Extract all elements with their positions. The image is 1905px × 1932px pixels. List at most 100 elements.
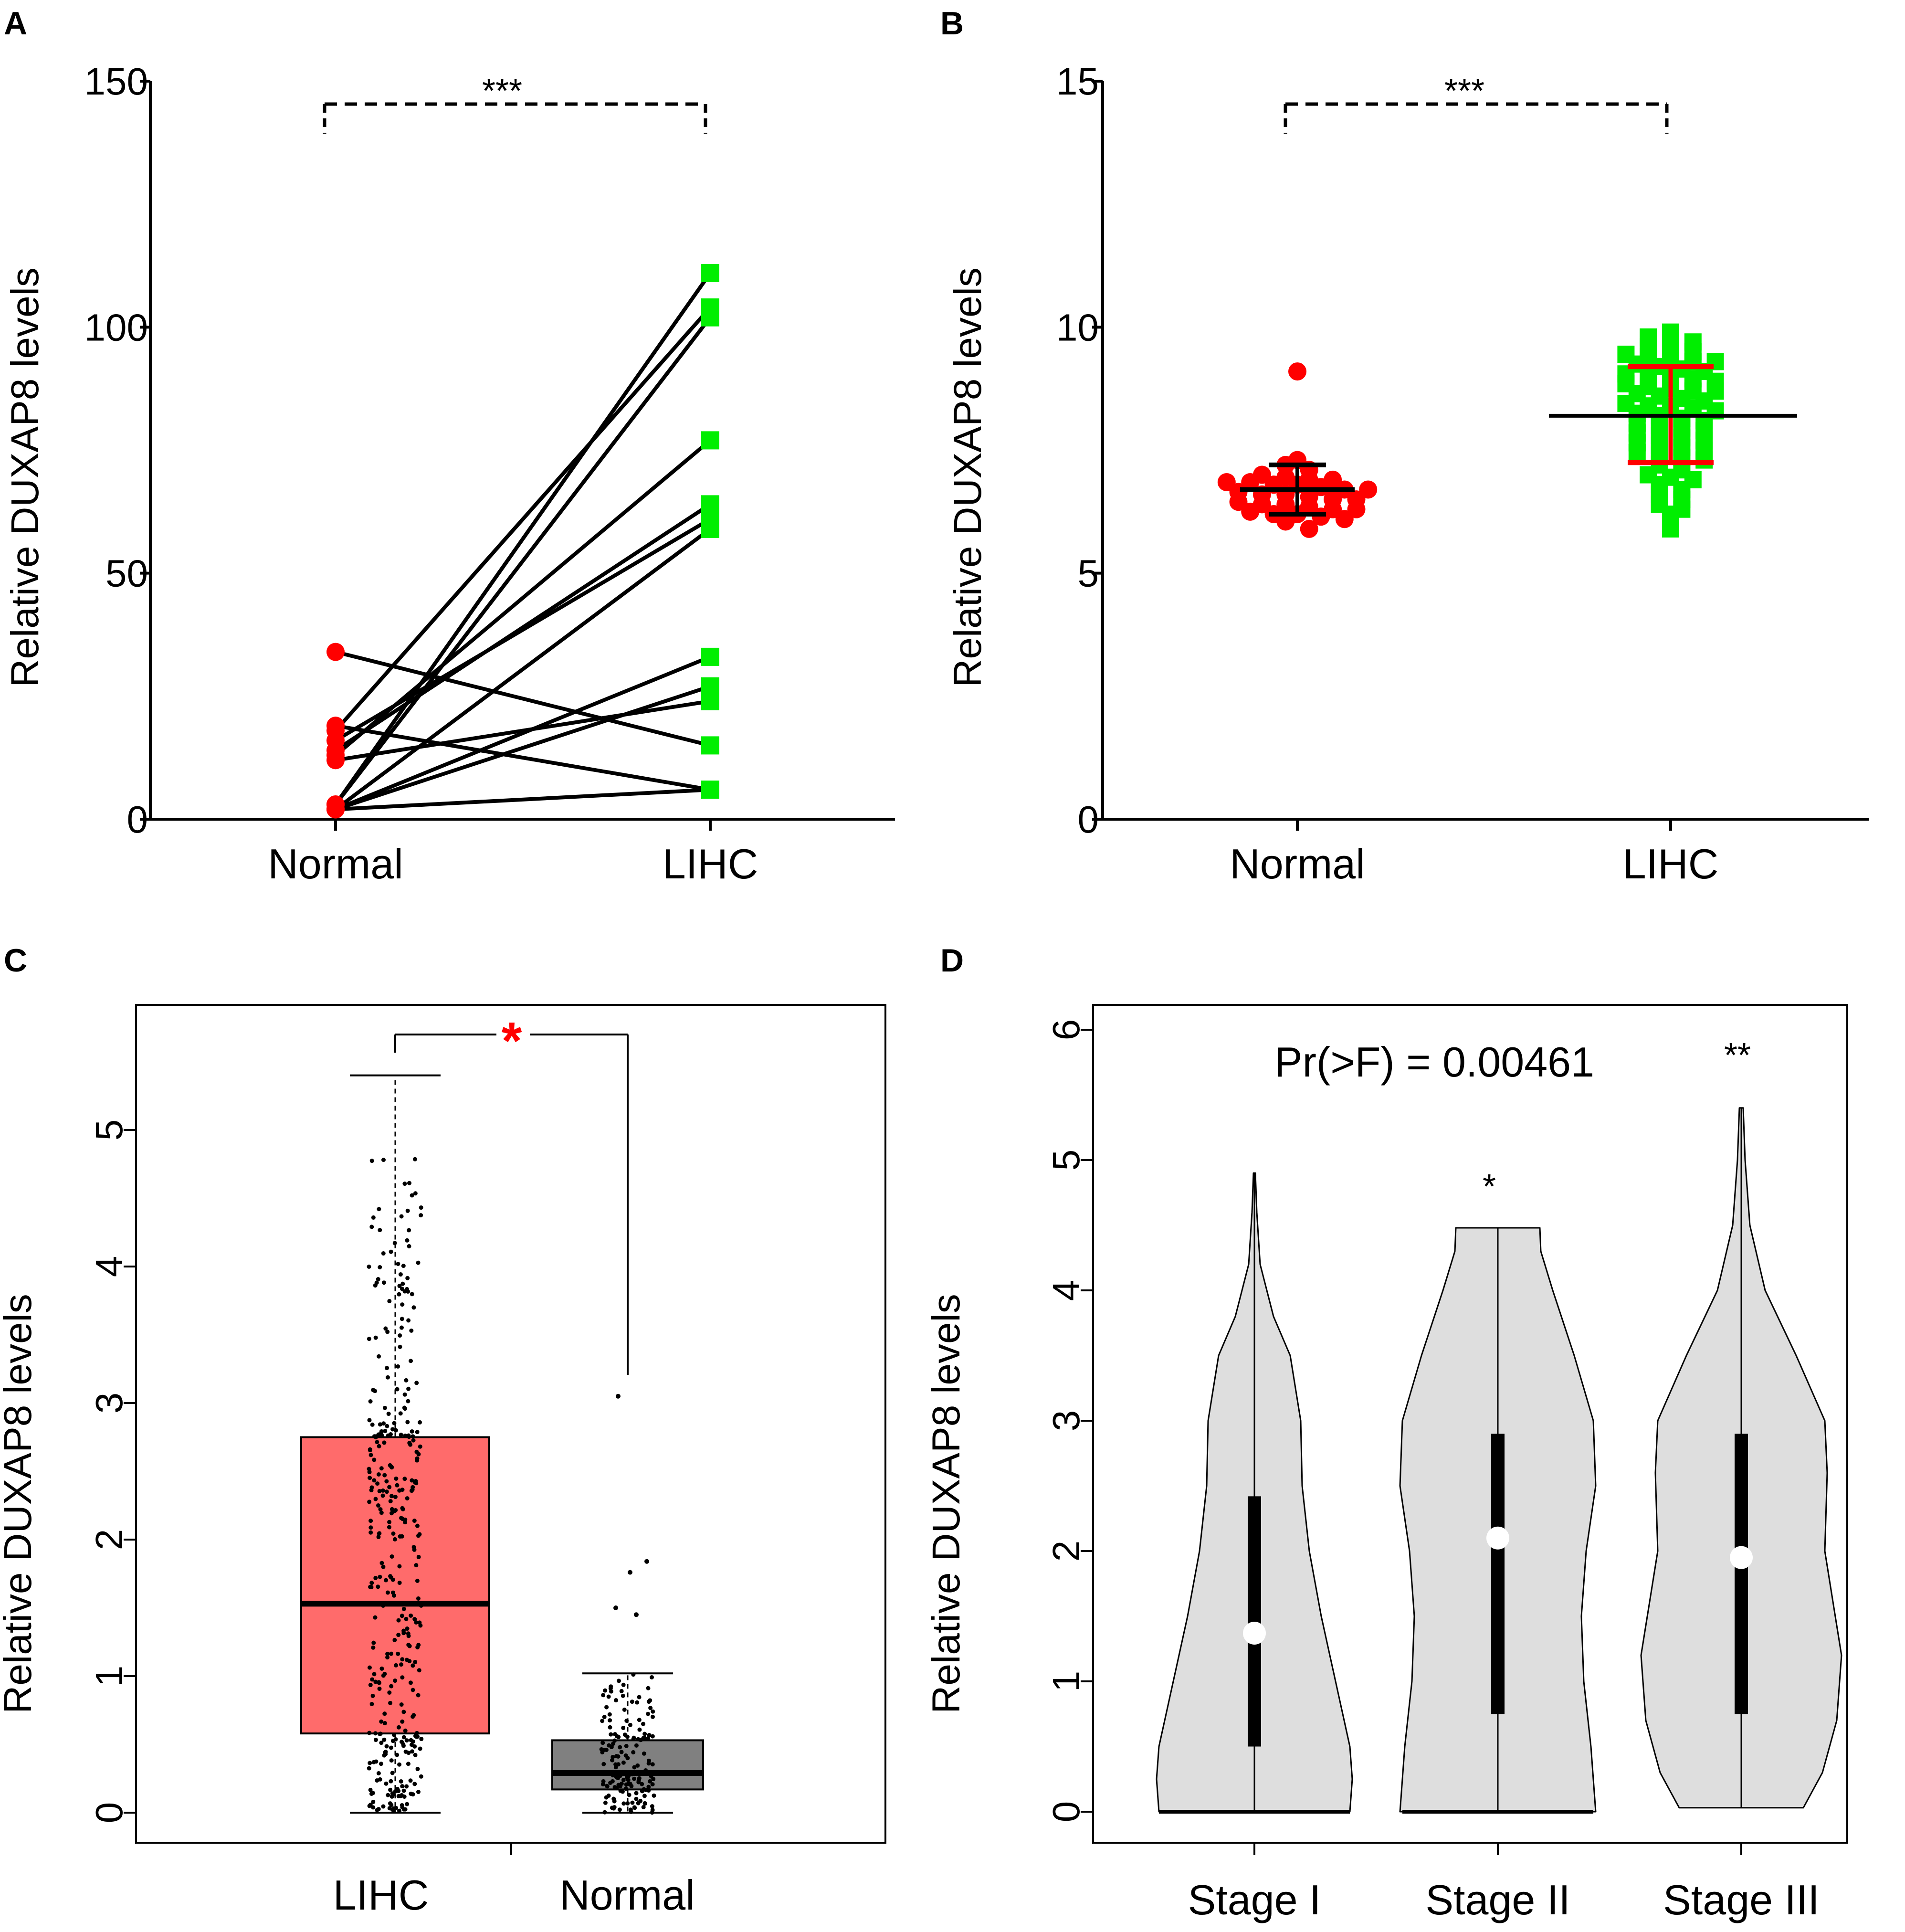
panel-d-marks (1081, 1004, 1848, 1855)
panel-c-normal-point (650, 1714, 655, 1719)
panel-c-lihc-point (400, 1507, 405, 1511)
panel-c-normal-point (616, 1679, 621, 1683)
panel-d-tick-label: 1 (1045, 1671, 1087, 1692)
panel-c-normal-point (623, 1753, 628, 1758)
panel-c-normal-point (613, 1765, 618, 1770)
panel-c-lihc-point (371, 1799, 376, 1804)
panel-a-normal-point (326, 643, 345, 661)
panel-c-lihc-point (394, 1476, 399, 1481)
panel-c-normal-point (634, 1791, 639, 1795)
panel-label-d: D (940, 942, 964, 979)
panel-c-lihc-point (371, 1640, 376, 1645)
panel-c-lihc-point (368, 1519, 373, 1523)
panel-b-normal-point (1288, 362, 1306, 381)
panel-c-lihc-point (379, 1510, 384, 1515)
panel-c-lihc-point (406, 1642, 411, 1647)
panel-c-lihc-point (382, 1440, 387, 1445)
panel-c-normal-point (640, 1782, 644, 1786)
panel-c-lihc-point (405, 1420, 410, 1425)
panel-c-lihc-point (406, 1751, 411, 1755)
panel-c-lihc-point (384, 1479, 389, 1484)
panel-c-lihc-point (415, 1578, 420, 1583)
panel-c-lihc-point (389, 1511, 394, 1516)
panel-a-tick-label: 100 (84, 306, 148, 348)
panel-a: Relative DUXAP8 levels Normal LIHC *** 0… (3, 60, 895, 887)
panel-d-significance-stage2: * (1483, 1168, 1496, 1206)
panel-c: Relative DUXAP8 levels LIHC Normal * 0 1… (0, 1004, 886, 1919)
panel-c-lihc-point (388, 1700, 393, 1705)
panel-c-tick-labels: 0 1 2 3 4 5 (88, 1119, 130, 1824)
panel-c-lihc-point (403, 1520, 408, 1525)
panel-c-lihc-point (415, 1523, 420, 1528)
panel-c-normal-point (621, 1725, 626, 1730)
panel-a-lihc-point (701, 495, 719, 514)
panel-c-normal-point (652, 1793, 656, 1798)
panel-c-lihc-point (384, 1578, 389, 1583)
panel-c-lihc-point (389, 1249, 393, 1254)
panel-c-ylabel: Relative DUXAP8 levels (0, 1294, 40, 1714)
panel-c-normal-point (648, 1706, 653, 1710)
panel-label-c: C (4, 942, 27, 979)
panel-c-normal-outlier (644, 1559, 649, 1564)
panel-c-lihc-point (379, 1666, 384, 1671)
panel-d-tick-label: 5 (1045, 1150, 1087, 1171)
panel-c-lihc-point (387, 1485, 392, 1489)
panel-c-lihc-point (410, 1749, 415, 1754)
panel-c-lihc-point (395, 1483, 400, 1488)
panel-c-normal-point (631, 1672, 636, 1677)
panel-c-lihc-point (368, 1787, 373, 1792)
panel-c-lihc-point (396, 1262, 400, 1267)
panel-c-lihc-point (368, 1399, 373, 1404)
panel-c-lihc-point (404, 1378, 409, 1383)
panel-a-lihc-point (701, 781, 719, 799)
panel-c-lihc-point (384, 1489, 389, 1494)
panel-c-lihc-point (367, 1337, 371, 1341)
panel-c-lihc-point (376, 1503, 380, 1508)
panel-c-lihc-point (369, 1225, 374, 1229)
panel-c-lihc-point (381, 1673, 386, 1678)
panel-c-lihc-point (412, 1518, 417, 1523)
panel-a-marks (140, 80, 895, 831)
panel-c-lihc-point (378, 1265, 382, 1269)
panel-c-lihc-point (399, 1432, 403, 1437)
panel-c-normal-point (650, 1782, 655, 1787)
panel-c-lihc-point (405, 1802, 410, 1806)
panel-c-lihc-point (399, 1325, 404, 1330)
panel-c-normal-point (614, 1734, 619, 1739)
panel-c-normal-point (622, 1732, 627, 1737)
panel-c-normal-point (631, 1750, 636, 1755)
panel-a-pair-line (334, 272, 712, 806)
panel-c-normal-point (628, 1722, 632, 1727)
panel-c-normal-point (650, 1675, 654, 1679)
panel-c-lihc-point (381, 1158, 386, 1162)
panel-c-lihc-point (367, 1731, 372, 1735)
panel-c-lihc-point (389, 1494, 394, 1499)
panel-c-lihc-point (416, 1596, 421, 1601)
panel-d: Relative DUXAP8 levels Stage I Stage II … (925, 1004, 1848, 1923)
panel-c-lihc-point (377, 1489, 382, 1493)
panel-b-lihc-point (1684, 333, 1702, 351)
panel-d-frame (1092, 1004, 1848, 1844)
panel-c-box (551, 1739, 704, 1791)
panel-c-lihc-point (370, 1677, 375, 1682)
panel-c-normal-point (646, 1700, 651, 1704)
panel-c-normal-point (651, 1776, 656, 1781)
panel-c-normal-point (630, 1800, 635, 1805)
panel-c-lihc-point (409, 1359, 413, 1363)
panel-c-lihc-point (367, 1665, 372, 1670)
panel-c-lihc-point (396, 1618, 401, 1623)
panel-c-lihc-point (410, 1434, 415, 1439)
panel-c-lihc-point (368, 1802, 373, 1807)
panel-c-normal-point (636, 1778, 641, 1783)
panel-d-tick-label: 0 (1045, 1801, 1087, 1823)
panel-c-xlabel-normal: Normal (559, 1871, 695, 1919)
panel-c-normal-point (618, 1788, 623, 1793)
panel-c-normal-point (611, 1806, 616, 1811)
panel-c-lihc-point (400, 1317, 404, 1321)
panel-c-lihc-point (399, 1662, 404, 1667)
panel-c-lihc-point (389, 1507, 394, 1511)
panel-c-box (300, 1436, 490, 1735)
panel-a-pair-line (335, 788, 711, 812)
panel-c-lihc-point (410, 1485, 415, 1489)
panel-c-normal-point (614, 1698, 619, 1703)
